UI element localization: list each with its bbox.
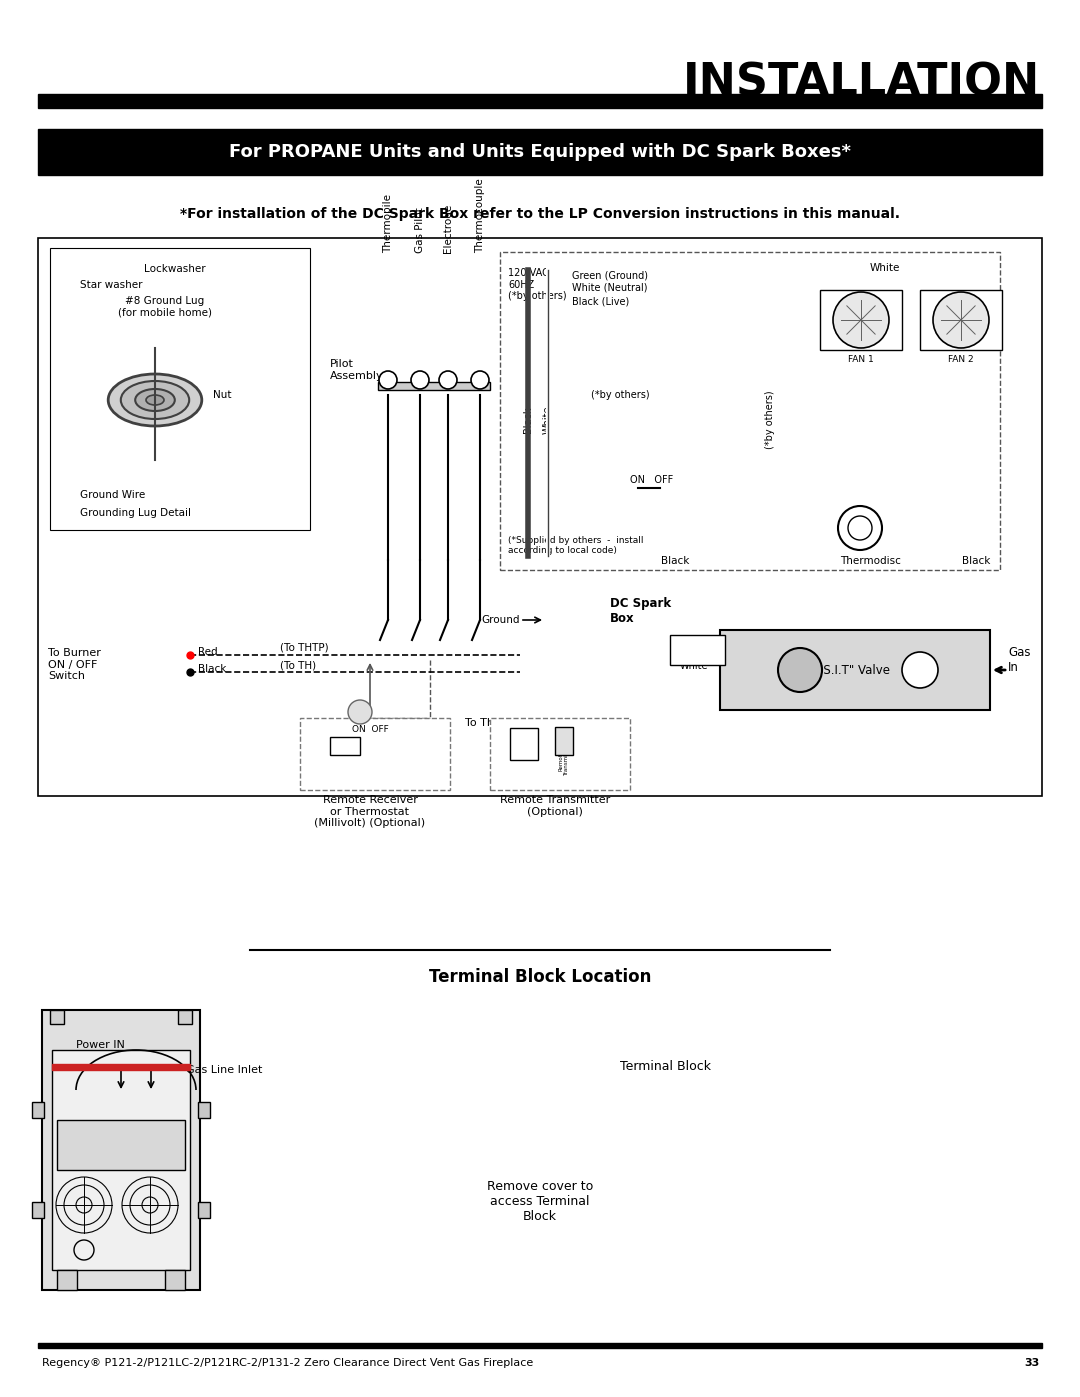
Text: Nut: Nut: [213, 390, 231, 400]
Ellipse shape: [121, 381, 189, 419]
Text: Grounding Lug Detail: Grounding Lug Detail: [80, 509, 191, 518]
Text: Red: Red: [198, 647, 218, 657]
Circle shape: [848, 515, 872, 541]
Text: Black: Black: [523, 407, 534, 433]
Bar: [165, 1270, 185, 1289]
Text: Gas Pilot: Gas Pilot: [415, 207, 426, 253]
Ellipse shape: [146, 395, 164, 405]
Bar: [50, 1010, 64, 1024]
Text: Star washer: Star washer: [80, 279, 143, 291]
Text: FAN 2: FAN 2: [948, 355, 974, 365]
Text: #8 Ground Lug
(for mobile home): #8 Ground Lug (for mobile home): [118, 296, 212, 317]
Text: Thermopile: Thermopile: [383, 194, 393, 253]
Text: Remote
Transmitter: Remote Transmitter: [558, 745, 569, 777]
Bar: [38, 94, 1042, 108]
Bar: [42, 1010, 200, 1289]
Bar: [555, 726, 573, 754]
Text: *For installation of the DC Spark Box refer to the LP Conversion instructions in: *For installation of the DC Spark Box re…: [180, 207, 900, 221]
Text: ON   OFF: ON OFF: [630, 475, 673, 485]
Text: White: White: [870, 263, 901, 272]
Text: Ground Wire: Ground Wire: [80, 490, 145, 500]
Circle shape: [833, 292, 889, 348]
Ellipse shape: [108, 374, 202, 426]
Ellipse shape: [135, 388, 175, 411]
Circle shape: [348, 700, 372, 724]
Bar: [38, 237, 1042, 796]
Text: Pilot
Assembly: Pilot Assembly: [330, 359, 383, 381]
Text: INSTALLATION: INSTALLATION: [683, 61, 1040, 105]
Text: Gas Line Inlet: Gas Line Inlet: [186, 1065, 262, 1076]
Text: 120 VAC
60HZ
(*by others): 120 VAC 60HZ (*by others): [508, 268, 567, 302]
Bar: [500, 251, 1000, 570]
Text: Remote Transmitter
(Optional): Remote Transmitter (Optional): [500, 795, 610, 817]
Circle shape: [778, 648, 822, 692]
Bar: [198, 1201, 210, 1218]
Text: Thermodisc: Thermodisc: [839, 556, 901, 566]
Circle shape: [902, 652, 939, 687]
Text: Black: Black: [961, 556, 990, 566]
Text: Thermocouple: Thermocouple: [475, 179, 485, 253]
Text: DC Spark
Box: DC Spark Box: [610, 597, 671, 624]
Bar: [490, 718, 630, 789]
Text: Ground: Ground: [482, 615, 519, 624]
Bar: [57, 1270, 77, 1289]
Text: FAN 1: FAN 1: [848, 355, 874, 365]
Text: Black: Black: [198, 664, 227, 673]
Circle shape: [379, 372, 397, 388]
Bar: [32, 1102, 44, 1118]
Text: Black (Live): Black (Live): [572, 296, 630, 306]
Text: Remove cover to
access Terminal
Block: Remove cover to access Terminal Block: [487, 1180, 593, 1222]
Text: White: White: [543, 405, 553, 434]
Text: White (Neutral): White (Neutral): [572, 284, 648, 293]
Circle shape: [933, 292, 989, 348]
Bar: [178, 1010, 192, 1024]
Text: (*Supplied by others  -  install
according to local code): (*Supplied by others - install according…: [508, 536, 644, 556]
Text: 33: 33: [1025, 1358, 1040, 1368]
Text: Remote Receiver
or Thermostat
(Millivolt) (Optional): Remote Receiver or Thermostat (Millivolt…: [314, 795, 426, 828]
Text: For PROPANE Units and Units Equipped with DC Spark Boxes*: For PROPANE Units and Units Equipped wit…: [229, 142, 851, 161]
Text: "S.I.T" Valve: "S.I.T" Valve: [818, 664, 890, 676]
Bar: [57, 1120, 185, 1171]
Bar: [52, 1065, 190, 1070]
Bar: [38, 1343, 1042, 1348]
Text: (To TH): (To TH): [280, 661, 316, 671]
Text: Terminal Block: Terminal Block: [620, 1060, 711, 1073]
Bar: [510, 728, 538, 760]
Circle shape: [411, 372, 429, 388]
Bar: [198, 1102, 210, 1118]
Text: Lockwasher: Lockwasher: [145, 264, 206, 274]
Circle shape: [438, 372, 457, 388]
Text: (*by others): (*by others): [591, 390, 649, 400]
Bar: [300, 718, 450, 789]
Text: To Thermocouple IN: To Thermocouple IN: [465, 718, 575, 728]
Text: White: White: [680, 661, 708, 671]
Bar: [920, 291, 1002, 351]
Text: Brown: Brown: [680, 647, 711, 657]
Text: Electrode: Electrode: [443, 204, 453, 253]
Bar: [820, 291, 902, 351]
Text: (To THTP): (To THTP): [280, 643, 328, 652]
Text: ON  OFF: ON OFF: [352, 725, 389, 733]
Text: Black: Black: [661, 556, 689, 566]
Circle shape: [471, 372, 489, 388]
Bar: [378, 381, 490, 390]
Bar: [720, 630, 990, 710]
Text: Gas
In: Gas In: [1008, 645, 1030, 673]
Bar: [50, 249, 310, 529]
Bar: [32, 1201, 44, 1218]
Text: To Burner
ON / OFF
Switch: To Burner ON / OFF Switch: [48, 648, 100, 682]
Text: (*by others): (*by others): [765, 391, 775, 450]
Bar: [670, 636, 725, 665]
Circle shape: [838, 506, 882, 550]
Bar: [38, 129, 1042, 175]
Bar: [52, 1051, 190, 1270]
Text: Terminal Block Location: Terminal Block Location: [429, 968, 651, 986]
Text: Power IN: Power IN: [76, 1039, 125, 1051]
Bar: [330, 738, 360, 754]
Text: Green (Ground): Green (Ground): [572, 270, 648, 279]
Text: Regency® P121-2/P121LC-2/P121RC-2/P131-2 Zero Clearance Direct Vent Gas Fireplac: Regency® P121-2/P121LC-2/P121RC-2/P131-2…: [42, 1358, 534, 1368]
